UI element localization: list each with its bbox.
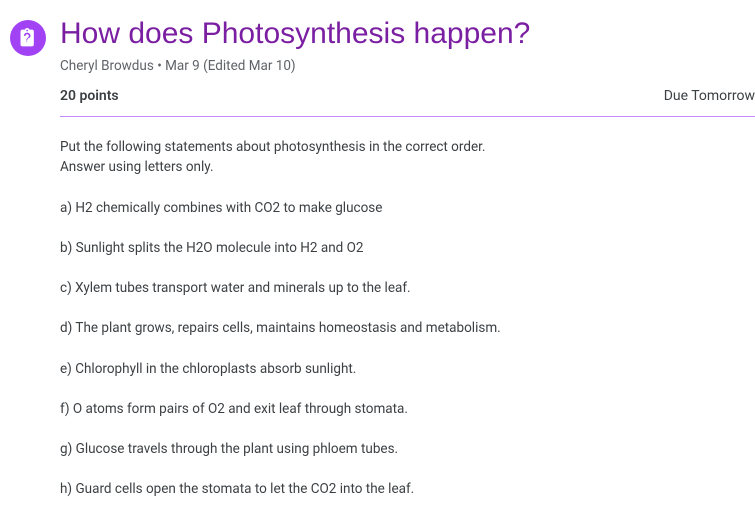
instruction-line-1: Put the following statements about photo… [60, 137, 755, 157]
instructions: Put the following statements about photo… [60, 137, 755, 178]
edit-date: (Edited Mar 10) [203, 58, 296, 74]
post-date: Mar 9 [165, 58, 200, 74]
option-g: g) Glucose travels through the plant usi… [60, 439, 755, 459]
due-label: Due Tomorrow [664, 88, 755, 104]
option-f: f) O atoms form pairs of O2 and exit lea… [60, 399, 755, 419]
meta-separator: • [157, 58, 165, 74]
assignment-body: Put the following statements about photo… [60, 137, 755, 500]
content-column: How does Photosynthesis happen? Cheryl B… [60, 16, 755, 520]
option-a: a) H2 chemically combines with CO2 to ma… [60, 198, 755, 218]
option-b: b) Sunlight splits the H2O molecule into… [60, 238, 755, 258]
points-label: 20 points [60, 88, 119, 104]
option-c: c) Xylem tubes transport water and miner… [60, 278, 755, 298]
instruction-line-2: Answer using letters only. [60, 157, 755, 177]
icon-column [10, 16, 60, 520]
option-h: h) Guard cells open the stomata to let t… [60, 479, 755, 499]
assignment-container: How does Photosynthesis happen? Cheryl B… [0, 0, 755, 520]
clipboard-question-icon [18, 28, 38, 48]
option-d: d) The plant grows, repairs cells, maint… [60, 318, 755, 338]
assignment-title: How does Photosynthesis happen? [60, 16, 755, 52]
assignment-meta: Cheryl Browdus • Mar 9 (Edited Mar 10) [60, 58, 755, 74]
info-row: 20 points Due Tomorrow [60, 88, 755, 117]
assignment-icon [10, 20, 46, 56]
option-e: e) Chlorophyll in the chloroplasts absor… [60, 359, 755, 379]
author-name[interactable]: Cheryl Browdus [60, 58, 154, 74]
